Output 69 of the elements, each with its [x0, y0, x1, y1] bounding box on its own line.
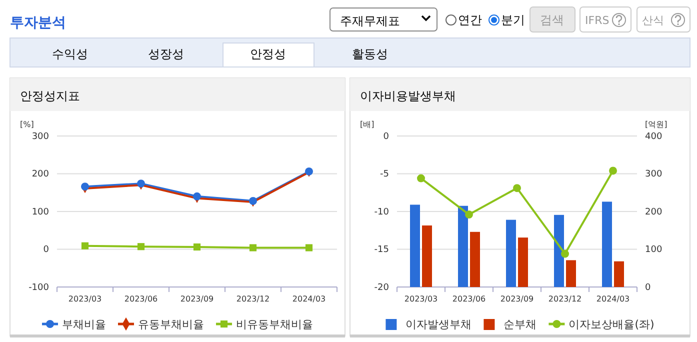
x-tick-label: 2023/03: [404, 294, 438, 304]
y-tick-label: 0: [43, 245, 50, 256]
point: [137, 243, 145, 250]
bar: [458, 206, 468, 287]
y-tick-label: -100: [28, 282, 50, 293]
x-tick-label: 2023/12: [548, 294, 582, 304]
y-tick-label: -15: [374, 245, 389, 256]
bar: [554, 214, 564, 287]
y-tick-label: 300: [32, 132, 50, 142]
legend-label: 유동부채비율: [138, 318, 204, 331]
y-tick-label: 0: [383, 132, 390, 142]
x-tick-label: 2023/12: [236, 294, 270, 304]
chart-title: 이자비용발생부채: [360, 89, 456, 103]
x-tick-label: 2024/03: [596, 294, 630, 304]
bar: [410, 204, 420, 287]
y-tick-label: 100: [32, 207, 50, 218]
bar: [422, 225, 432, 287]
text: 수익성: [52, 47, 88, 61]
y-tick-label: -20: [374, 282, 390, 293]
y-axis-title: [%]: [20, 120, 34, 129]
legend-label: 비유동부채비율: [236, 318, 313, 331]
point: [81, 242, 89, 250]
y2-axis-title: [억원]: [645, 120, 668, 129]
y2-tick-label: 300: [645, 170, 662, 180]
text: 투자분석: [10, 15, 66, 31]
legend-label: 이자보상배율(좌): [568, 318, 654, 331]
text: 연간: [458, 13, 482, 27]
x-tick-label: 2023/03: [68, 294, 102, 304]
y-tick-label: 200: [32, 170, 50, 180]
text: 산식: [642, 14, 664, 27]
legend-label: 순부채: [504, 318, 537, 331]
point: [305, 244, 313, 252]
bar: [614, 261, 624, 287]
point: [513, 184, 521, 192]
x-tick-label: 2024/03: [292, 294, 326, 304]
y-axis-title: [배]: [360, 120, 374, 129]
text: 활동성: [352, 47, 388, 61]
text: IFRS: [585, 14, 610, 27]
y2-tick-label: 200: [645, 207, 662, 218]
x-tick-label: 2023/09: [180, 294, 214, 304]
point: [417, 174, 425, 182]
text: 주재무제표: [340, 14, 400, 28]
bar: [566, 260, 576, 287]
point: [609, 166, 617, 175]
point: [465, 210, 473, 218]
point: [561, 250, 569, 258]
y2-tick-label: 400: [645, 132, 662, 142]
point: [193, 192, 201, 200]
y2-tick-label: 100: [645, 245, 662, 256]
bar: [506, 220, 516, 287]
text: 분기: [501, 13, 525, 27]
text: 검색: [540, 13, 564, 27]
y-tick-label: -5: [380, 170, 389, 180]
point: [249, 244, 257, 252]
bar: [518, 238, 528, 287]
point: [193, 243, 201, 251]
bar: [602, 202, 612, 287]
y-tick-label: -10: [374, 207, 390, 218]
x-tick-label: 2023/09: [500, 294, 534, 304]
x-tick-label: 2023/06: [452, 294, 486, 304]
legend-label: 부채비율: [62, 318, 106, 331]
point: [81, 182, 89, 191]
text: 성장성: [148, 47, 184, 61]
x-tick-label: 2023/06: [124, 294, 158, 304]
chart-title: 안정성지표: [20, 89, 80, 103]
bar: [470, 232, 480, 287]
text: 안정성: [250, 47, 286, 61]
legend-label: 이자발생부채: [406, 318, 472, 331]
y2-tick-label: 0: [645, 282, 651, 293]
